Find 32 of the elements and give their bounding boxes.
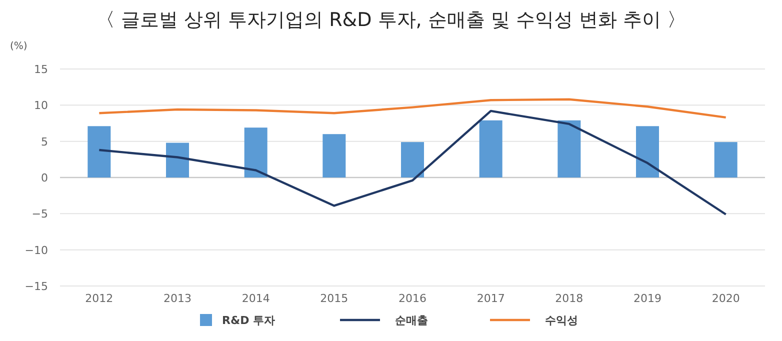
x-tick-label: 2013 [164,292,192,305]
bar [636,126,659,178]
bar [322,134,346,178]
bar [714,142,738,178]
y-tick-label: −10 [24,244,48,257]
bar [244,128,268,178]
x-tick-label: 2015 [320,292,348,305]
x-tick-label: 2019 [634,292,662,305]
chart-title: 〈 글로벌 상위 투자기업의 R&D 투자, 순매출 및 수익성 변화 추이 〉 [96,9,686,31]
bar [166,142,189,178]
x-tick-label: 2020 [712,292,740,305]
y-tick-label: 10 [34,99,48,112]
y-axis-title: (%) [10,41,28,52]
bar [558,120,581,178]
bar [479,120,502,178]
bar [401,142,424,178]
legend-label: 수익성 [545,314,578,327]
y-tick-label: 5 [41,135,48,148]
y-tick-label: 15 [34,63,48,76]
x-tick-label: 2016 [398,292,426,305]
y-tick-label: 0 [41,172,48,184]
line-series [98,98,727,119]
line-series [98,110,727,216]
bar [88,126,111,178]
y-tick-label: −15 [24,280,48,293]
x-tick-label: 2017 [476,292,505,305]
x-tick-label: 2012 [85,292,114,305]
y-tick-label: −5 [32,208,48,221]
legend-label: 순매출 [395,314,428,327]
x-tick-label: 2014 [242,292,270,305]
x-tick-label: 2018 [555,292,584,305]
legend-label: R&D 투자 [222,314,276,327]
